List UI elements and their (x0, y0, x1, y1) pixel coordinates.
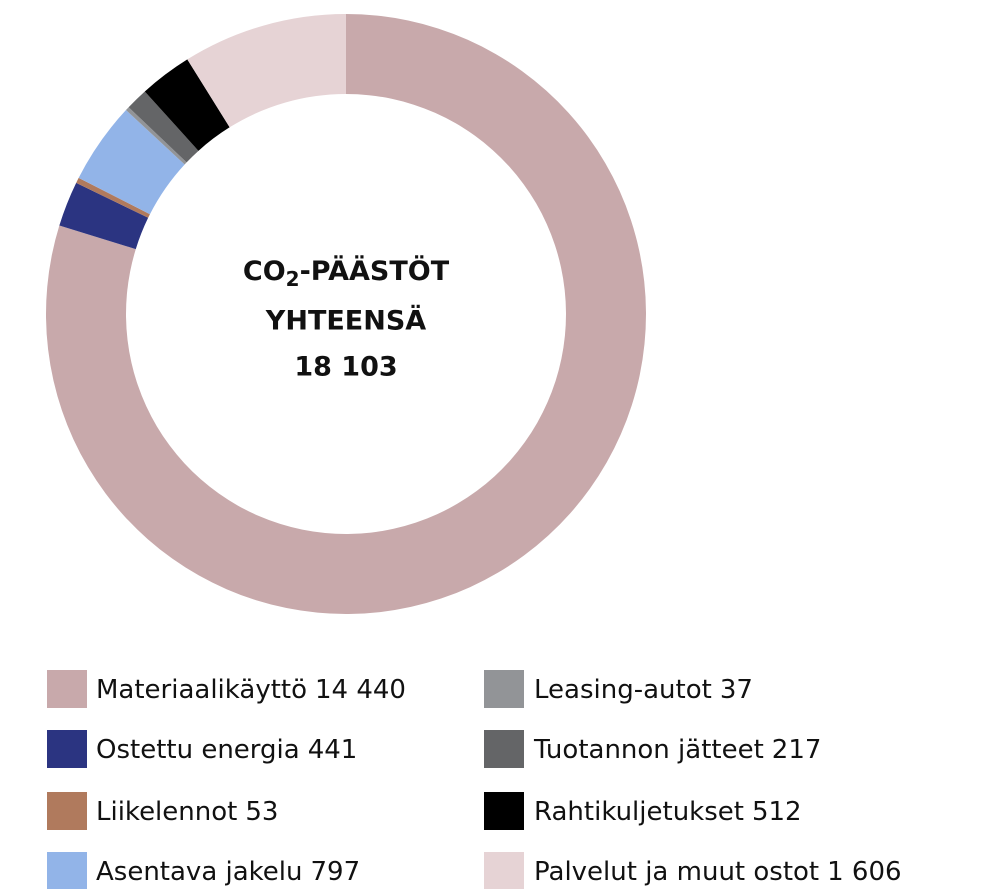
legend-name: Asentava jakelu (96, 857, 303, 887)
legend-item: Leasing-autot 37 (484, 670, 753, 708)
center-title: CO2-PÄÄSTÖT (243, 254, 450, 291)
legend-label: Leasing-autot 37 (534, 675, 753, 705)
title-subscript: 2 (286, 267, 300, 291)
legend-label: Palvelut ja muut ostot 1 606 (534, 857, 902, 887)
donut-segment (144, 59, 230, 151)
legend-value: 14 440 (315, 675, 406, 705)
donut-segment (76, 177, 150, 218)
legend-swatch (47, 852, 87, 889)
legend-label: Ostettu energia 441 (96, 735, 357, 765)
legend-item: Tuotannon jätteet 217 (484, 730, 821, 768)
title-part: CO (243, 256, 286, 287)
legend-swatch (47, 670, 87, 708)
donut-segment (187, 14, 346, 128)
legend-item: Ostettu energia 441 (47, 730, 357, 768)
legend-value: 1 606 (827, 857, 901, 887)
legend-value: 53 (245, 797, 278, 827)
center-title-line2: YHTEENSÄ (265, 305, 426, 337)
legend-label: Materiaalikäyttö 14 440 (96, 675, 406, 705)
legend-value: 512 (752, 797, 802, 827)
legend-value: 441 (308, 735, 358, 765)
legend-label: Liikelennot 53 (96, 797, 278, 827)
legend-swatch (484, 670, 524, 708)
legend-swatch (484, 852, 524, 889)
legend-swatch (484, 792, 524, 830)
legend-swatch (484, 730, 524, 768)
legend-name: Tuotannon jätteet (533, 735, 764, 765)
legend-name: Leasing-autot (534, 675, 712, 705)
legend-name: Liikelennot (96, 797, 237, 827)
legend-item: Materiaalikäyttö 14 440 (47, 670, 406, 708)
legend-item: Palvelut ja muut ostot 1 606 (484, 852, 902, 889)
legend-label: Rahtikuljetukset 512 (534, 797, 802, 827)
legend-item: Asentava jakelu 797 (47, 852, 360, 889)
legend-swatch (47, 730, 87, 768)
legend-item: Rahtikuljetukset 512 (484, 792, 802, 830)
legend-name: Rahtikuljetukset (534, 797, 744, 827)
title-part: -PÄÄSTÖT (300, 254, 450, 287)
donut-segment (59, 182, 149, 250)
legend-name: Palvelut ja muut ostot (534, 857, 819, 887)
legend-value: 797 (311, 857, 361, 887)
legend-value: 217 (772, 735, 822, 765)
legend-item: Liikelennot 53 (47, 792, 278, 830)
center-label: CO2-PÄÄSTÖT YHTEENSÄ 18 103 (243, 254, 450, 383)
center-total: 18 103 (294, 352, 397, 383)
donut-segment (78, 110, 185, 215)
legend-label: Tuotannon jätteet 217 (533, 735, 821, 765)
legend-name: Ostettu energia (96, 735, 300, 765)
legend-value: 37 (720, 675, 753, 705)
donut-segment (128, 91, 199, 163)
donut-segment (125, 107, 187, 165)
legend-swatch (47, 792, 87, 830)
legend-name: Materiaalikäyttö (96, 675, 307, 705)
legend-label: Asentava jakelu 797 (96, 857, 360, 887)
